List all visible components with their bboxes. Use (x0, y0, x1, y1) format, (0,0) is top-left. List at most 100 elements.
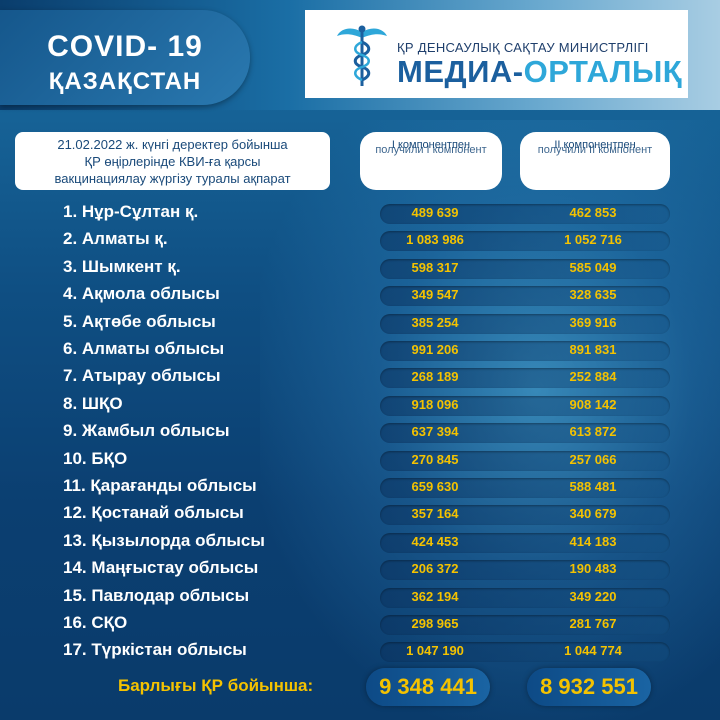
second-component-value: 414 183 (569, 534, 617, 549)
total-second-component: 8 932 551 (527, 668, 651, 706)
second-component-value: 369 916 (569, 315, 617, 330)
column-header-ru: получили I компонент (375, 144, 487, 156)
logo-media-center-text: МЕДИА-ОРТАЛЫҚ (397, 54, 682, 90)
total-label: Барлығы ҚР бойынша: (118, 676, 314, 695)
list-item: 12. Қостанай облысы 357 164 340 679 (0, 503, 720, 527)
first-component-value: 598 317 (411, 260, 459, 275)
list-item: 8. ШҚО 918 096 908 142 (0, 394, 720, 418)
list-item: 13. Қызылорда облысы 424 453 414 183 (0, 531, 720, 555)
list-item: 9. Жамбыл облысы 637 394 613 872 (0, 421, 720, 445)
list-item: 6. Алматы облысы 991 206 891 831 (0, 339, 720, 363)
value-pill (380, 560, 670, 580)
second-component-value: 908 142 (569, 397, 617, 412)
covid-title-badge: COVID- 19 ҚАЗАҚСТАН (0, 10, 250, 105)
second-component-value: 613 872 (569, 424, 617, 439)
region-name: 7. Атырау облысы (63, 366, 221, 385)
list-item: 1. Нұр-Сұлтан қ. 489 639 462 853 (0, 202, 720, 226)
first-component-value: 991 206 (411, 342, 459, 357)
second-component-value: 349 220 (569, 589, 617, 604)
first-component-value: 637 394 (411, 424, 459, 439)
first-component-value: 298 965 (411, 616, 459, 631)
second-component-value: 281 767 (569, 616, 617, 631)
first-component-value: 357 164 (411, 506, 459, 521)
value-pill (380, 642, 670, 662)
region-name: 15. Павлодар облысы (63, 586, 250, 605)
region-name: 5. Ақтөбе облысы (63, 312, 216, 331)
info-line1: 21.02.2022 ж. күнгі деректер бойынша (57, 137, 288, 152)
first-component-value: 362 194 (411, 589, 459, 604)
first-component-value: 489 639 (411, 205, 459, 220)
region-name: 10. БҚО (63, 449, 128, 468)
second-component-value: 257 066 (569, 452, 617, 467)
second-component-value: 1 044 774 (564, 643, 622, 658)
column-header-ru: получили II компонент (537, 144, 653, 156)
title-line2: ҚАЗАҚСТАН (48, 68, 202, 95)
second-component-value: 190 483 (569, 561, 617, 576)
list-item: 16. СҚО 298 965 281 767 (0, 613, 720, 637)
region-name: 3. Шымкент қ. (63, 257, 181, 276)
first-component-value: 1 047 190 (406, 643, 464, 658)
info-box: 21.02.2022 ж. күнгі деректер бойынша ҚР … (15, 132, 330, 190)
region-name: 4. Ақмола облысы (63, 284, 220, 303)
region-name: 12. Қостанай облысы (63, 503, 244, 522)
first-component-value: 385 254 (411, 315, 459, 330)
info-line2: ҚР өңірлерінде КВИ-ға қарсы (84, 154, 261, 169)
region-name: 9. Жамбыл облысы (63, 421, 230, 440)
region-name: 14. Маңғыстау облысы (63, 558, 259, 577)
column-header-kz: I компонентпен (391, 139, 471, 151)
value-pill (380, 478, 670, 498)
list-item: 11. Қарағанды облысы 659 630 588 481 (0, 476, 720, 500)
second-component-value: 1 052 716 (564, 232, 622, 247)
list-item: 14. Маңғыстау облысы 206 372 190 483 (0, 558, 720, 582)
first-component-value: 206 372 (411, 561, 459, 576)
second-component-value: 585 049 (569, 260, 617, 275)
value-pill (380, 423, 670, 443)
value-pill (380, 451, 670, 471)
value-pill (380, 368, 670, 388)
total-first-component: 9 348 441 (366, 668, 490, 706)
logo-media-word: МЕДИА- (397, 54, 524, 89)
title-line1: COVID- 19 (47, 30, 203, 63)
second-component-value: 891 831 (569, 342, 617, 357)
first-component-value: 268 189 (411, 369, 459, 384)
column-header-kz: II компонентпен (554, 139, 636, 151)
region-name: 6. Алматы облысы (63, 339, 225, 358)
region-name: 1. Нұр-Сұлтан қ. (63, 202, 199, 221)
value-pill (380, 204, 670, 224)
list-item: 2. Алматы қ. 1 083 986 1 052 716 (0, 229, 720, 253)
value-pill (380, 615, 670, 635)
second-component-value: 588 481 (569, 479, 617, 494)
second-component-value: 462 853 (569, 205, 617, 220)
list-item: 7. Атырау облысы 268 189 252 884 (0, 366, 720, 390)
caduceus-icon (337, 25, 387, 86)
second-component-value: 252 884 (569, 369, 617, 384)
logo-ministry-text: ҚР ДЕНСАУЛЫҚ САҚТАУ МИНИСТРЛІГІ (397, 40, 649, 55)
second-component-value: 340 679 (569, 506, 617, 521)
list-item: 10. БҚО 270 845 257 066 (0, 449, 720, 473)
region-name: 11. Қарағанды облысы (63, 476, 257, 495)
info-line3: вакцинациялау жүргізу туралы ақпарат (54, 171, 291, 186)
value-pill (380, 533, 670, 553)
region-name: 8. ШҚО (63, 394, 123, 413)
value-pill (380, 341, 670, 361)
value-pill (380, 396, 670, 416)
value-pill (380, 231, 670, 251)
list-item: 15. Павлодар облысы 362 194 349 220 (0, 586, 720, 610)
list-item: 5. Ақтөбе облысы 385 254 369 916 (0, 312, 720, 336)
value-pill (380, 314, 670, 334)
first-component-value: 1 083 986 (406, 232, 464, 247)
first-component-value: 270 845 (411, 452, 459, 467)
first-component-value: 424 453 (411, 534, 459, 549)
logo-ortalyk-word: ОРТАЛЫҚ (523, 54, 683, 89)
value-pill (380, 505, 670, 525)
second-component-value: 328 635 (569, 287, 617, 302)
region-name: 2. Алматы қ. (63, 229, 168, 248)
column-header-first-component: I компонентпен получили I компонент (360, 132, 502, 190)
list-item: 17. Түркістан облысы 1 047 190 1 044 774 (0, 640, 720, 664)
value-pill (380, 588, 670, 608)
first-component-value: 918 096 (411, 397, 459, 412)
value-pill (380, 286, 670, 306)
region-name: 17. Түркістан облысы (63, 640, 247, 659)
region-name: 13. Қызылорда облысы (63, 531, 265, 550)
region-name: 16. СҚО (63, 613, 128, 632)
